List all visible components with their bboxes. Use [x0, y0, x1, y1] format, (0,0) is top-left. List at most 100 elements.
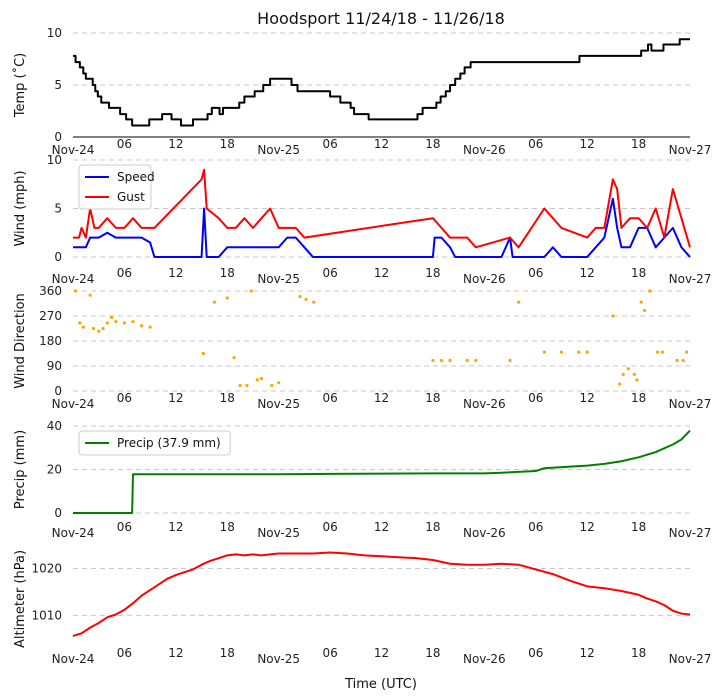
y-tick-label: 40 — [47, 419, 62, 433]
x-tick-label: Nov-25 — [257, 397, 300, 411]
x-tick-label: 12 — [374, 266, 389, 280]
y-tick-label: 5 — [54, 78, 62, 92]
x-tick-label: 12 — [168, 646, 183, 660]
data-point — [635, 378, 639, 382]
x-tick-label: 06 — [322, 266, 337, 280]
data-point — [611, 314, 615, 318]
precip-series-0 — [73, 429, 691, 514]
x-tick-label: 18 — [425, 646, 440, 660]
data-point — [232, 356, 236, 360]
data-point — [448, 358, 452, 363]
panels: 0 5 10 Temp (˚C) Nov-24 06 12 18 Nov-25 06 12 18 Nov… — [12, 26, 711, 666]
data-point — [431, 358, 435, 363]
x-tick-label: 18 — [425, 391, 440, 405]
x-tick-label: Nov-26 — [463, 397, 506, 411]
wind-series-1 — [73, 168, 691, 249]
precip-legend: Precip (37.9 mm) — [78, 430, 231, 456]
x-tick-label: Nov-27 — [669, 397, 712, 411]
data-point — [648, 289, 652, 293]
x-tick-label: Nov-26 — [463, 652, 506, 666]
x-tick-label: 12 — [374, 520, 389, 534]
data-point — [655, 350, 660, 354]
wind-series-0 — [73, 197, 691, 258]
data-point — [618, 382, 622, 386]
x-tick-label: 06 — [117, 266, 132, 280]
data-point — [109, 315, 114, 319]
x-tick-label: 06 — [117, 137, 132, 151]
x-tick-label: 12 — [580, 137, 595, 151]
y-tick-label: 270 — [39, 309, 62, 323]
data-point — [78, 321, 82, 325]
data-point — [439, 358, 444, 363]
data-point — [304, 297, 308, 301]
legend-label: Gust — [117, 190, 145, 204]
x-tick-label: 12 — [168, 391, 183, 405]
x-tick-label: 12 — [374, 391, 389, 405]
data-point — [270, 383, 274, 388]
x-tick-label: 18 — [631, 266, 646, 280]
y-axis-label: Altimeter (hPa) — [13, 550, 28, 648]
x-tick-label: 06 — [322, 646, 337, 660]
y-axis-label: Temp (˚C) — [12, 53, 28, 119]
x-tick-label: 12 — [374, 137, 389, 151]
data-point — [101, 326, 105, 331]
data-point — [559, 350, 564, 354]
x-tick-label: Nov-27 — [669, 652, 712, 666]
series-line — [73, 197, 691, 258]
data-point — [201, 351, 205, 356]
data-point — [73, 289, 78, 293]
x-tick-label: 06 — [528, 266, 543, 280]
data-point — [148, 325, 152, 329]
legend-label: Speed — [117, 170, 155, 184]
data-point — [474, 358, 478, 363]
y-tick-label: 5 — [54, 202, 62, 216]
data-point — [238, 383, 242, 388]
x-tick-label: Nov-24 — [52, 652, 95, 666]
x-tick-label: 18 — [425, 266, 440, 280]
data-point — [660, 350, 665, 354]
x-tick-label: 18 — [425, 520, 440, 534]
x-tick-label: 06 — [322, 520, 337, 534]
data-point — [585, 350, 589, 354]
data-point — [105, 321, 109, 325]
x-tick-label: 18 — [220, 646, 235, 660]
legend-label: Precip (37.9 mm) — [117, 436, 221, 450]
series-line — [73, 38, 690, 127]
alt-series-0 — [72, 551, 691, 638]
data-point — [225, 296, 229, 300]
data-point — [621, 372, 625, 376]
data-point — [245, 383, 249, 388]
x-tick-label: 12 — [580, 266, 595, 280]
series-line — [73, 168, 691, 249]
precip-panel: 0 20 40 Precip (mm) Nov-24 06 12 18 Nov-25 06 12 18… — [13, 419, 711, 540]
y-tick-label: 20 — [47, 463, 62, 477]
data-point — [542, 350, 546, 354]
x-tick-label: 06 — [322, 391, 337, 405]
x-tick-label: Nov-27 — [669, 526, 712, 540]
data-point — [465, 358, 469, 363]
y-tick-label: 90 — [47, 359, 62, 373]
chart-title: Hoodsport 11/24/18 - 11/26/18 — [257, 9, 505, 28]
legend-box — [78, 430, 231, 456]
x-tick-label: 06 — [322, 137, 337, 151]
data-point — [576, 350, 581, 354]
data-point — [277, 381, 281, 385]
y-tick-label: 180 — [39, 334, 62, 348]
data-point — [114, 319, 118, 324]
x-tick-label: Nov-25 — [257, 652, 300, 666]
y-tick-label: 1010 — [31, 608, 62, 622]
x-tick-label: Nov-25 — [257, 143, 300, 157]
x-tick-label: 06 — [117, 646, 132, 660]
x-tick-label: Nov-26 — [463, 526, 506, 540]
y-tick-label: 10 — [47, 153, 62, 167]
x-tick-label: Nov-24 — [52, 526, 95, 540]
data-point — [249, 289, 253, 293]
series-line — [73, 429, 691, 514]
data-point — [122, 321, 127, 325]
y-tick-label: 0 — [54, 506, 62, 520]
data-point — [298, 294, 302, 299]
x-tick-label: Nov-25 — [257, 526, 300, 540]
y-tick-label: 10 — [47, 26, 62, 40]
data-point — [675, 358, 679, 363]
